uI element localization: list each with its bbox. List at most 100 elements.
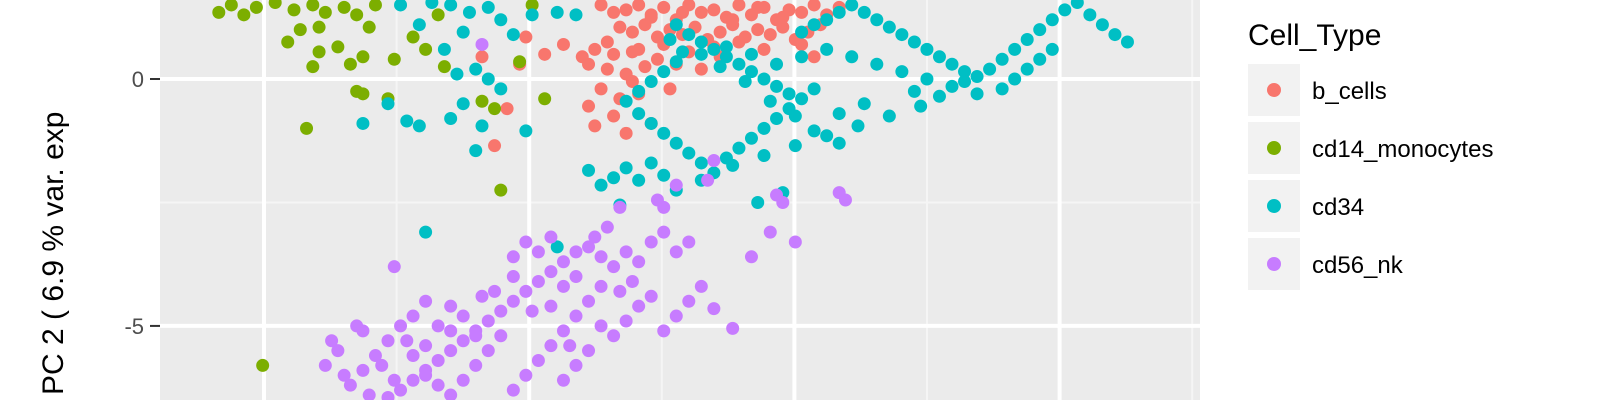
data-point: [744, 47, 758, 61]
data-point: [381, 334, 395, 348]
data-point: [481, 314, 495, 328]
data-point: [763, 94, 777, 108]
data-point: [268, 0, 282, 9]
data-point: [914, 99, 928, 113]
legend-item-cd34: cd34: [1248, 180, 1364, 232]
data-point: [506, 270, 520, 284]
data-point: [1070, 0, 1084, 9]
data-point: [419, 294, 433, 308]
data-point: [625, 25, 639, 39]
data-point: [569, 245, 583, 259]
data-point: [293, 23, 307, 37]
data-point: [1008, 42, 1022, 56]
data-point: [1033, 23, 1047, 37]
data-point: [406, 309, 420, 323]
data-point: [318, 358, 332, 372]
data-point: [857, 5, 871, 19]
data-point: [387, 373, 401, 387]
data-point: [343, 378, 357, 392]
data-point: [337, 368, 351, 382]
data-point: [895, 65, 909, 79]
data-point: [375, 358, 389, 372]
data-point: [751, 0, 765, 14]
data-point: [400, 114, 414, 128]
data-point: [726, 158, 740, 172]
data-point: [613, 20, 627, 34]
data-point: [450, 67, 464, 81]
data-point: [475, 37, 489, 51]
data-point: [406, 349, 420, 363]
data-point: [343, 57, 357, 71]
data-point: [870, 13, 884, 27]
data-point: [663, 82, 677, 96]
data-point: [932, 50, 946, 64]
data-point: [594, 250, 608, 264]
data-point: [632, 255, 646, 269]
legend-marker: [1267, 141, 1281, 155]
data-point: [669, 55, 683, 69]
data-point: [594, 178, 608, 192]
data-point: [356, 363, 370, 377]
data-point: [920, 42, 934, 56]
data-point: [744, 65, 758, 79]
data-point: [1020, 62, 1034, 76]
data-point: [657, 126, 671, 140]
data-point: [644, 156, 658, 170]
grid-major-lines: [160, 0, 1200, 400]
data-point: [544, 299, 558, 313]
data-point: [744, 250, 758, 264]
data-point: [531, 245, 545, 259]
data-point: [1108, 28, 1122, 42]
data-point: [632, 84, 646, 98]
data-point: [406, 30, 420, 44]
data-point: [619, 126, 633, 140]
data-point: [807, 50, 821, 64]
data-point: [832, 107, 846, 121]
data-point: [481, 344, 495, 358]
data-point: [694, 279, 708, 293]
data-point: [613, 284, 627, 298]
data-point: [600, 62, 614, 76]
data-point: [519, 284, 533, 298]
data-point: [694, 62, 708, 76]
data-point: [419, 42, 433, 56]
legend-item-b-cells: b_cells: [1248, 64, 1387, 116]
data-point: [632, 173, 646, 187]
data-point: [782, 87, 796, 101]
legend-label: cd56_nk: [1312, 252, 1404, 279]
data-point: [995, 82, 1009, 96]
data-point: [838, 193, 852, 207]
data-point: [732, 141, 746, 155]
data-point: [644, 235, 658, 249]
data-point: [970, 70, 984, 84]
legend-item-cd14-monocytes: cd14_monocytes: [1248, 122, 1493, 174]
data-point: [525, 0, 539, 12]
data-point: [619, 3, 633, 17]
data-point: [607, 109, 621, 123]
data-point: [538, 92, 552, 106]
data-point: [682, 28, 696, 42]
data-point: [776, 20, 790, 34]
data-point: [431, 8, 445, 22]
y-axis: 0 -5: [124, 67, 160, 339]
data-point: [882, 109, 896, 123]
data-point: [444, 0, 458, 12]
data-point: [644, 289, 658, 303]
data-point: [494, 82, 508, 96]
data-point: [456, 25, 470, 39]
series-cd56-nk: [318, 37, 852, 400]
data-point: [669, 178, 683, 192]
data-point: [932, 89, 946, 103]
data-point: [419, 368, 433, 382]
data-point: [1120, 35, 1134, 49]
data-point: [1008, 72, 1022, 86]
data-point: [732, 35, 746, 49]
data-point: [350, 319, 364, 333]
data-point: [569, 270, 583, 284]
data-point: [212, 5, 226, 19]
data-point: [682, 146, 696, 160]
y-tick-label: -5: [124, 314, 144, 339]
data-point: [356, 50, 370, 64]
data-point: [644, 116, 658, 130]
